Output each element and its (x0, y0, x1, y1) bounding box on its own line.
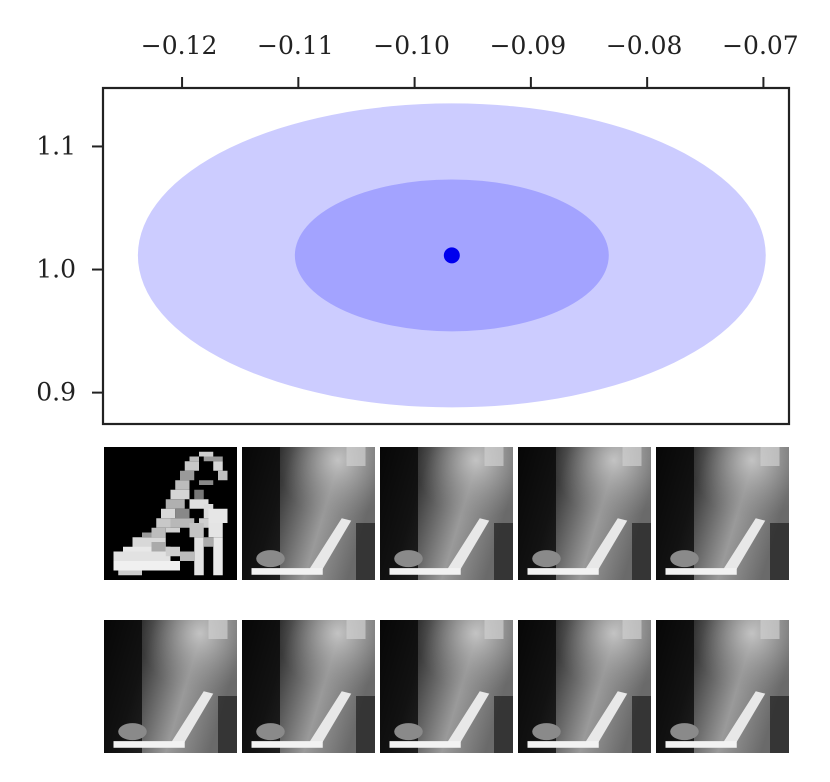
x-tick-label: −0.08 (606, 31, 683, 60)
thumbnail-heel-recon (518, 620, 651, 753)
x-tick-label: −0.09 (490, 31, 567, 60)
thumbnail-heel-recon (242, 447, 375, 580)
axes: −0.12 −0.11 −0.10 −0.09 −0.08 −0.07 0.9 1.0 1.1 (36, 31, 799, 426)
mean-point (443, 247, 460, 264)
thumbnail-heel-recon (518, 447, 651, 580)
y-tick-label: 0.9 (36, 378, 76, 407)
x-tick-label: −0.11 (257, 31, 334, 60)
thumbnail-heel-recon (242, 620, 375, 753)
x-tick-label: −0.10 (373, 31, 450, 60)
image-thumbnail-grid (104, 447, 789, 753)
thumbnail-heel-recon (380, 447, 513, 580)
thumbnail-heel-recon (104, 620, 237, 753)
x-tick-label: −0.07 (722, 31, 799, 60)
y-tick-label: 1.0 (36, 255, 76, 284)
thumbnail-heel-recon (380, 620, 513, 753)
plot-frame (101, 86, 791, 426)
thumbnail-original-sandal (104, 447, 237, 580)
y-tick-label: 1.1 (36, 131, 76, 160)
thumbnail-heel-recon (656, 620, 789, 753)
scatter-plot-area (137, 103, 766, 408)
thumbnail-heel-recon (656, 447, 789, 580)
x-tick-label: −0.12 (141, 31, 218, 60)
